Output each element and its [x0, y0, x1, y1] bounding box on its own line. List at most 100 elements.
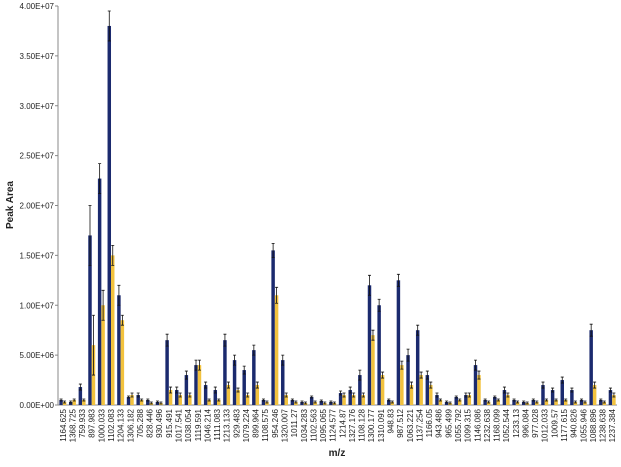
error-bar [175, 386, 179, 394]
bar [223, 340, 227, 405]
error-bar [458, 398, 462, 402]
bar [313, 402, 317, 405]
bar [358, 375, 362, 405]
bar [483, 400, 487, 405]
bar [97, 178, 102, 405]
bar [579, 400, 584, 405]
error-bar [474, 359, 478, 371]
bar [502, 390, 507, 405]
x-tick-label: 1038.054 [184, 408, 193, 442]
error-bar [323, 401, 327, 405]
error-bar [554, 398, 558, 402]
error-bar [242, 365, 246, 375]
error-bar [78, 383, 82, 391]
error-bar [188, 392, 192, 398]
bar [560, 380, 564, 405]
bar [68, 402, 73, 405]
y-tick-label: 2.00E+07 [20, 202, 55, 211]
x-tick-label: 977.028 [531, 408, 540, 437]
error-bar [329, 400, 333, 404]
x-tick-label: 1055.792 [454, 408, 463, 442]
x-tick-label: 1000.033 [97, 408, 106, 442]
error-bar [406, 348, 410, 362]
bar [380, 375, 385, 405]
bar [444, 402, 449, 405]
bar [274, 295, 279, 405]
error-bar [425, 370, 429, 380]
x-tick-label: 1320.007 [280, 408, 289, 442]
x-tick-label: 899.964 [252, 408, 261, 437]
x-tick-label: 1238.638 [599, 408, 608, 442]
x-tick-label: 1108.575 [261, 408, 270, 441]
error-bar [516, 400, 520, 404]
bar [300, 402, 304, 405]
bar [155, 402, 160, 405]
x-tick-label: 1168.099 [493, 408, 502, 441]
bar [506, 395, 510, 405]
x-tick-label: 759.933 [78, 408, 87, 437]
x-tick-label: 1034.283 [300, 408, 309, 442]
bar [361, 395, 366, 405]
bar [477, 375, 481, 405]
bar [599, 400, 603, 405]
error-bar [560, 376, 564, 384]
bar [236, 390, 240, 405]
bar [493, 397, 497, 405]
x-tick-label: 1164.625 [59, 408, 68, 441]
bar [512, 400, 516, 405]
bar [387, 400, 391, 405]
bar [612, 395, 616, 405]
bar [111, 255, 115, 405]
error-bar [589, 323, 593, 337]
error-bar [159, 401, 163, 405]
error-bar [599, 398, 603, 402]
error-bar [146, 398, 150, 402]
bar [194, 365, 198, 405]
error-bar [502, 386, 506, 394]
error-bar [348, 386, 352, 394]
bar [281, 360, 285, 405]
x-tick-label: 1300.177 [367, 408, 376, 442]
error-bar [319, 399, 323, 403]
error-bar [487, 400, 491, 404]
bar [554, 400, 558, 405]
error-bar [169, 386, 173, 394]
x-tick-label: 828.446 [146, 408, 155, 437]
error-bar [410, 381, 414, 389]
error-bar [608, 387, 612, 393]
error-bar [107, 10, 111, 42]
x-tick-label: 915.491 [165, 408, 174, 437]
bar [217, 400, 221, 405]
bar [184, 375, 189, 405]
y-axis-label: Peak Area [5, 181, 16, 229]
bar [329, 402, 333, 405]
x-tick-label: 1009.57 [550, 408, 559, 437]
bar [351, 395, 356, 405]
error-bar [580, 398, 584, 402]
error-bar [416, 324, 420, 336]
x-tick-label: 1095.065 [319, 408, 328, 442]
bar [535, 402, 539, 405]
bar [563, 400, 568, 405]
error-bar [88, 205, 92, 266]
error-bar [59, 398, 63, 402]
y-tick-label: 4.00E+07 [20, 2, 55, 11]
x-tick-label: 965.499 [444, 408, 453, 437]
error-bar [525, 401, 529, 405]
bar [406, 355, 410, 405]
error-bar [419, 371, 423, 379]
error-bar [197, 359, 201, 371]
bar [168, 390, 173, 405]
bar [136, 395, 140, 405]
error-bar [358, 369, 362, 381]
x-tick-label: 1063.221 [406, 408, 415, 442]
bar [342, 395, 346, 405]
bar [496, 400, 500, 405]
bar [255, 385, 260, 405]
error-bar [290, 398, 294, 402]
bar [390, 402, 394, 405]
bar [309, 397, 314, 405]
x-tick-label: 1166.05 [425, 408, 434, 437]
error-bar [255, 381, 259, 389]
bar [213, 390, 218, 405]
